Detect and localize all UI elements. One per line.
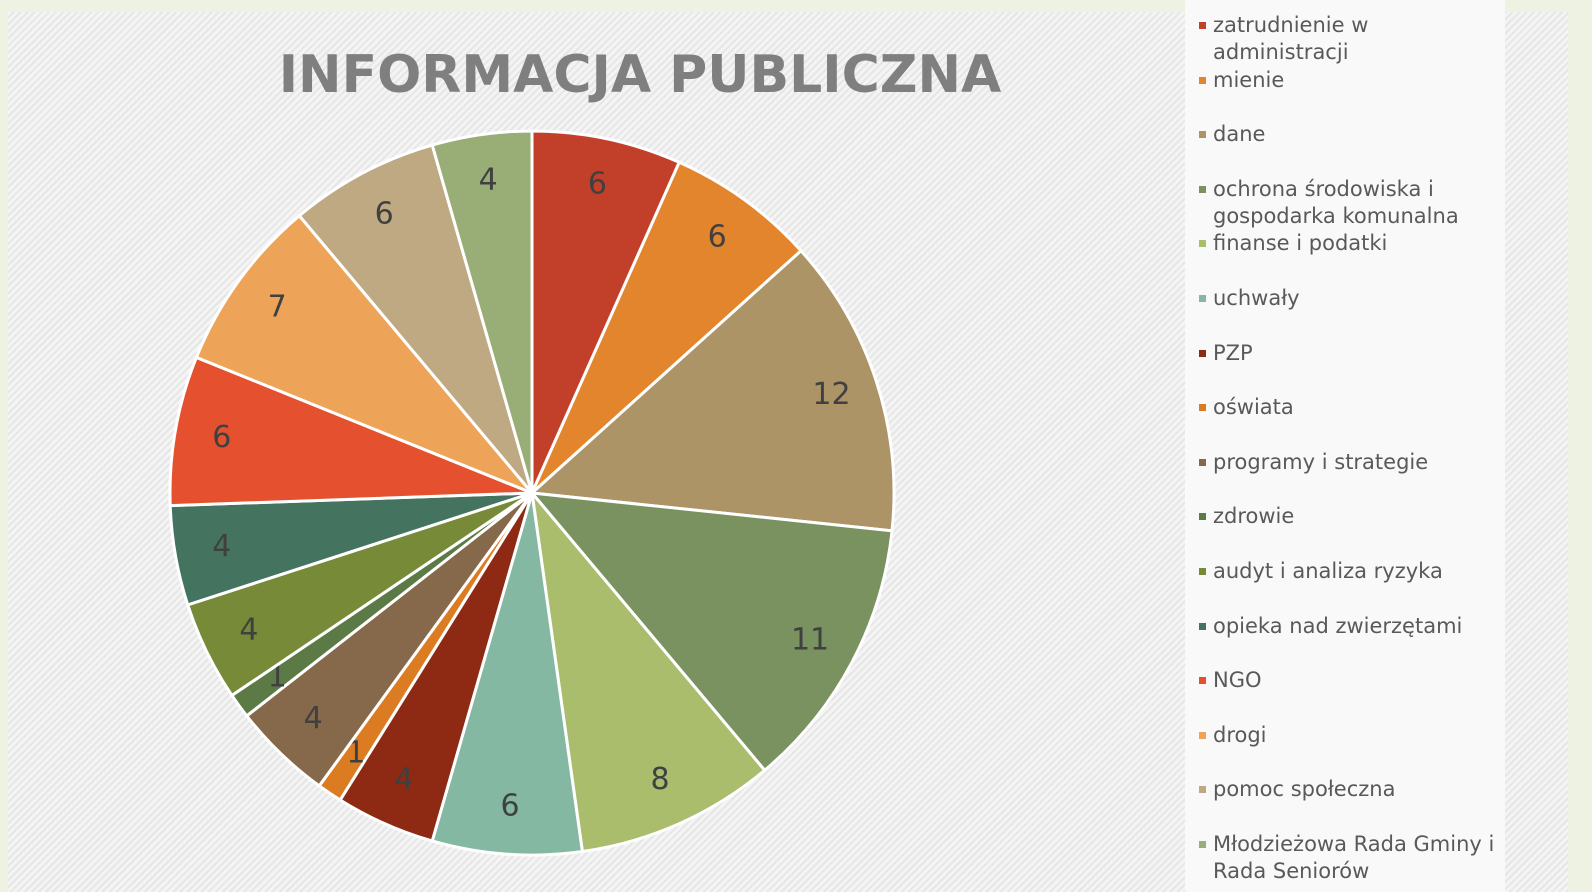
legend-entry: zatrudnienie w administracji	[1213, 13, 1369, 64]
legend-entry: dane	[1213, 122, 1266, 147]
pie-slice	[430, 492, 585, 857]
legend-swatch	[1199, 404, 1206, 412]
pie-slice	[528, 248, 896, 533]
legend-entry: mienie	[1213, 67, 1285, 92]
pie-slice	[528, 491, 894, 773]
legend-entry: finanse i podatki	[1213, 231, 1388, 256]
chart-title: INFORMACJA PUBLICZNA	[279, 45, 1002, 105]
data-label: 6	[708, 220, 727, 255]
legend-swatch	[1199, 240, 1206, 248]
pie-slice	[430, 129, 534, 494]
pie-slice	[530, 160, 804, 495]
pie-slice	[530, 129, 682, 494]
legend-entry: pomoc społeczna	[1213, 777, 1396, 802]
legend-entry: drogi	[1213, 722, 1267, 747]
data-label: 8	[651, 762, 670, 797]
legend-swatch	[1199, 349, 1206, 357]
legend-entry: Młodzieżowa Rada Gminy i Rada Seniorów	[1213, 832, 1495, 883]
legend-swatch	[1199, 76, 1206, 84]
legend-swatch	[1199, 568, 1206, 575]
legend-swatch	[1199, 786, 1206, 794]
data-label: 6	[500, 789, 519, 824]
legend-swatch	[1199, 677, 1206, 685]
data-label: 6	[588, 166, 607, 201]
legend-entry: uchwały	[1213, 286, 1300, 310]
legend-swatch	[1199, 295, 1206, 302]
legend-swatch	[1199, 513, 1206, 521]
legend-swatch	[1199, 622, 1206, 630]
pie-slice	[297, 143, 534, 494]
data-label: 4	[394, 762, 413, 797]
legend-entry: NGO	[1213, 668, 1262, 693]
legend-swatch	[1199, 131, 1206, 139]
legend-entry: audyt i analiza ryzyka	[1213, 559, 1443, 583]
legend-swatch	[1199, 22, 1206, 29]
data-label: 12	[812, 377, 850, 412]
data-label: 4	[479, 163, 498, 198]
legend-entry: oświata	[1213, 395, 1294, 420]
legend-entry: zdrowie	[1213, 504, 1295, 529]
legend-swatch	[1199, 841, 1206, 848]
data-label: 6	[375, 196, 394, 231]
data-label: 4	[212, 529, 231, 564]
pie-slice	[168, 355, 533, 508]
pie-slice	[194, 213, 534, 495]
legend-swatch	[1199, 731, 1206, 739]
data-label: 4	[239, 613, 258, 648]
legend-swatch	[1199, 458, 1206, 466]
legend-entry: PZP	[1213, 340, 1253, 365]
data-label: 4	[304, 701, 323, 736]
legend-swatch	[1199, 185, 1206, 193]
legend-entry: ochrona środowiska i gospodarka komunaln…	[1213, 176, 1459, 228]
data-label: 11	[791, 622, 829, 657]
data-label: 6	[212, 420, 231, 455]
legend-entry: programy i strategie	[1213, 449, 1429, 474]
pie-slice	[529, 488, 767, 854]
data-label: 7	[268, 289, 287, 324]
legend	[1185, 0, 1505, 892]
legend-entry: opieka nad zwierzętami	[1213, 613, 1463, 638]
